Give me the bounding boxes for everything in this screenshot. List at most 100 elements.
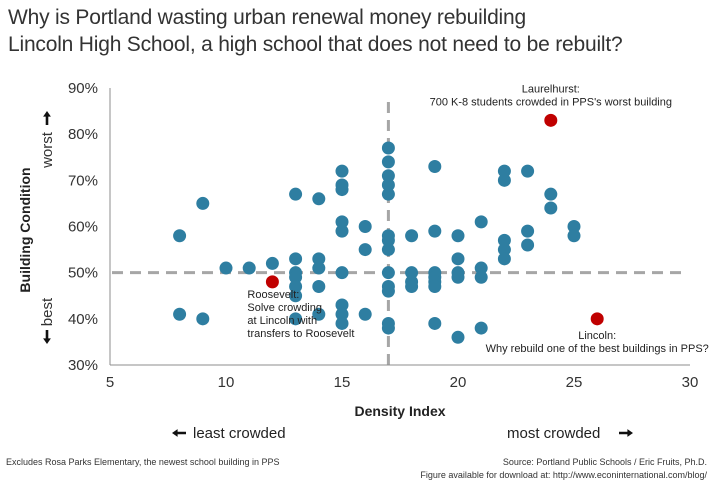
data-point-32 [381, 155, 395, 169]
data-point-12 [289, 289, 303, 303]
data-point-23 [335, 224, 349, 238]
data-point-37 [381, 233, 395, 247]
arrow-down-icon [43, 330, 51, 344]
footnote-download: Figure available for download at: http:/… [420, 470, 707, 480]
axes [109, 88, 690, 366]
data-point-25 [335, 298, 349, 312]
y-tick-label-0: 30% [68, 357, 98, 374]
data-point-18 [312, 307, 326, 321]
data-point-65 [497, 173, 511, 187]
data-point-6 [265, 256, 279, 270]
data-point-62 [474, 270, 488, 284]
y-tick-labels: 30% 40% 50% 60% 70% 80% 90% [68, 80, 98, 374]
annotation-1-line-1: Solve crowding [247, 302, 322, 314]
data-point-41 [381, 284, 395, 298]
data-point-31 [381, 141, 395, 155]
y-tick-label-6: 90% [68, 80, 98, 97]
data-point-4 [219, 261, 233, 275]
x-tick-labels: 5 10 15 20 25 30 [106, 374, 699, 391]
chart-title: Why is Portland wasting urban renewal mo… [8, 4, 708, 58]
least-crowded-label: least crowded [193, 425, 286, 442]
data-point-69 [521, 164, 535, 178]
reference-lines [112, 102, 682, 365]
y-tick-label-1: 40% [68, 311, 98, 328]
x-tick-label-2: 15 [334, 374, 351, 391]
data-point-59 [451, 330, 465, 344]
data-point-24 [335, 266, 349, 280]
data-point-10 [289, 270, 303, 284]
data-point-61 [474, 261, 488, 275]
highlight-point-2 [590, 312, 604, 326]
highlight-point-1 [265, 275, 279, 289]
x-tick-label-1: 10 [218, 374, 235, 391]
x-tick-label-0: 5 [106, 374, 114, 391]
x-tick-label-5: 30 [682, 374, 699, 391]
x-axis-title: Density Index [354, 403, 445, 419]
y-tick-label-2: 50% [68, 265, 98, 282]
data-point-8 [289, 252, 303, 266]
data-point-38 [381, 243, 395, 257]
annotation-1-line-0: Roosevelt: [247, 289, 299, 301]
data-points [173, 141, 581, 344]
data-point-2 [196, 196, 210, 210]
y-tick-label-3: 60% [68, 219, 98, 236]
data-point-21 [335, 183, 349, 197]
data-point-17 [312, 280, 326, 294]
annotation-1-line-2: at Lincoln with [247, 315, 317, 327]
data-point-68 [497, 252, 511, 266]
annotation-0-line-0: Laurelhurst: [522, 83, 580, 95]
data-point-75 [567, 229, 581, 243]
data-point-67 [497, 243, 511, 257]
arrow-right-icon [619, 429, 633, 437]
data-point-70 [521, 224, 535, 238]
y-axis-title-group: best Building Condition worst [17, 111, 56, 344]
data-point-43 [381, 321, 395, 335]
data-point-28 [358, 220, 372, 233]
x-tick-label-4: 25 [566, 374, 583, 391]
highlight-point-0 [544, 113, 558, 127]
data-point-33 [381, 169, 395, 183]
data-point-55 [451, 229, 465, 243]
data-point-26 [335, 307, 349, 321]
data-point-47 [405, 280, 419, 294]
arrow-up-icon [43, 111, 51, 125]
data-point-44 [405, 229, 419, 243]
footnote-source: Source: Portland Public Schools / Eric F… [502, 457, 707, 467]
data-point-74 [567, 220, 581, 233]
chart-title-line-1: Why is Portland wasting urban renewal mo… [8, 6, 526, 29]
annotation-2-line-1: Why rebuild one of the best buildings in… [486, 343, 709, 355]
annotation-0-line-1: 700 K-8 students crowded in PPS's worst … [430, 96, 672, 108]
data-point-72 [544, 187, 558, 201]
data-point-11 [289, 280, 303, 294]
data-point-64 [497, 164, 511, 178]
data-point-58 [451, 270, 465, 284]
data-point-19 [335, 164, 349, 178]
data-point-73 [544, 201, 558, 215]
data-point-34 [381, 178, 395, 192]
data-point-14 [312, 192, 326, 206]
annotation-1-line-3: transfers to Roosevelt [247, 328, 354, 340]
data-point-7 [289, 187, 303, 201]
data-point-5 [242, 261, 256, 275]
most-crowded-label: most crowded [507, 425, 601, 442]
data-point-22 [335, 215, 349, 229]
data-point-13 [289, 312, 303, 326]
y-tick-label-4: 70% [68, 172, 98, 189]
annotations: Laurelhurst:700 K-8 students crowded in … [247, 83, 708, 355]
data-point-49 [428, 224, 442, 238]
y-direction-worst: worst [39, 131, 56, 169]
highlighted-points [265, 113, 604, 326]
data-point-45 [405, 266, 419, 280]
data-point-56 [451, 252, 465, 266]
y-direction-best: best [39, 297, 56, 326]
data-point-53 [428, 280, 442, 294]
y-tick-label-5: 80% [68, 126, 98, 143]
data-point-0 [173, 229, 187, 243]
footnote-exclusion: Excludes Rosa Parks Elementary, the newe… [6, 457, 280, 467]
arrow-left-icon [172, 429, 186, 437]
data-point-30 [358, 307, 372, 321]
data-point-3 [196, 312, 210, 326]
data-point-71 [521, 238, 535, 252]
y-axis-title: Building Condition [17, 167, 33, 292]
